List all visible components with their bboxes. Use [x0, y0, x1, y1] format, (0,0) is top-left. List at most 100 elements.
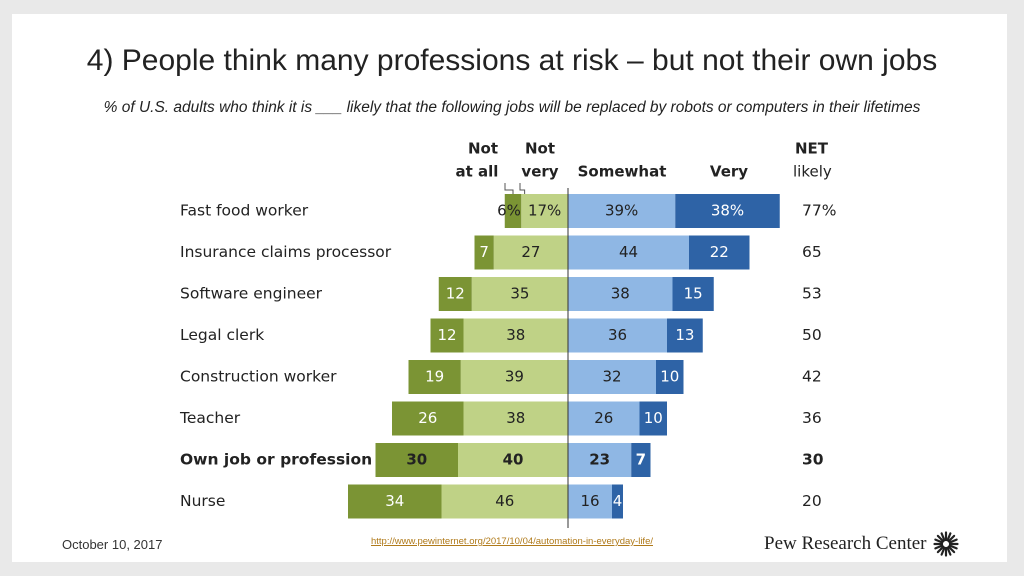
chart-rows: Fast food worker 6% 17% 39% 38% 77% Insurance … [179, 194, 836, 519]
label-very: 15 [684, 285, 703, 303]
label-somewhat: 36 [608, 326, 627, 344]
bar-not-at-all [430, 318, 464, 353]
category-label: Own job or profession [180, 451, 372, 469]
bar-very [631, 443, 651, 477]
label-very: 22 [710, 243, 729, 261]
column-headers: Not at all Not very Somewhat Very NET likely [456, 140, 832, 194]
footer-source-link[interactable]: http://www.pewinternet.org/2017/10/04/au… [371, 536, 653, 547]
label-not-at-all: 19 [425, 368, 444, 386]
footer-date: October 10, 2017 [62, 537, 163, 552]
header-not-very: Not [525, 140, 555, 158]
bar-not-very [463, 318, 568, 353]
header-very: Very [710, 163, 748, 181]
label-net-likely: 20 [802, 492, 822, 510]
label-not-very: 39 [505, 368, 524, 386]
header-net: NET [795, 140, 829, 158]
label-not-very: 38 [506, 326, 525, 344]
label-somewhat: 23 [589, 451, 610, 469]
logo-ray [945, 546, 952, 556]
bar-somewhat [568, 401, 640, 436]
label-very: 10 [644, 409, 663, 427]
chart-row: Software engineer 12 35 38 15 53 [180, 277, 822, 311]
label-somewhat: 38 [611, 285, 630, 303]
label-net-likely: 53 [802, 285, 822, 303]
label-very: 4 [613, 492, 623, 510]
label-somewhat: 32 [602, 368, 621, 386]
chart-row: Nurse 34 46 16 4 20 [180, 484, 822, 519]
bar-not-very [458, 443, 568, 477]
logo-ray [933, 544, 943, 550]
label-not-very: 40 [503, 451, 524, 469]
label-very: 7 [636, 451, 646, 469]
bar-somewhat [568, 318, 667, 353]
label-not-at-all: 12 [437, 326, 456, 344]
header-leader-not-very [519, 183, 526, 194]
label-very: 13 [675, 326, 694, 344]
label-somewhat: 39% [605, 202, 638, 220]
brand: Pew Research Center [764, 531, 959, 557]
bar-not-at-all [392, 401, 464, 436]
label-net-likely: 77% [802, 202, 836, 220]
bar-very [612, 484, 623, 519]
chart-subtitle: % of U.S. adults who think it is ___ lik… [103, 99, 921, 116]
logo-ray [939, 546, 946, 556]
label-net-likely: 50 [802, 326, 822, 344]
logo-ray [948, 538, 958, 544]
bar-not-at-all [474, 235, 494, 270]
label-very: 38% [711, 202, 744, 220]
bar-very [656, 360, 684, 394]
label-not-at-all: 26 [418, 409, 437, 427]
bar-very [689, 235, 750, 270]
bar-not-at-all [504, 194, 522, 228]
bar-very [672, 277, 714, 311]
chart-row: Legal clerk 12 38 36 13 50 [180, 318, 822, 353]
brand-name: Pew Research Center [764, 533, 927, 554]
bar-not-at-all [375, 443, 458, 477]
sunburst-logo-icon [932, 531, 959, 557]
category-label: Legal clerk [180, 326, 264, 344]
label-net-likely: 36 [802, 409, 822, 427]
bar-somewhat [568, 443, 632, 477]
label-not-very: 17% [528, 202, 561, 220]
chart-row: Fast food worker 6% 17% 39% 38% 77% [180, 194, 836, 228]
label-not-at-all: 12 [446, 285, 465, 303]
chart-row: Teacher 26 38 26 10 36 [179, 401, 822, 436]
bar-not-very [493, 235, 568, 270]
header-not-very: very [521, 163, 558, 181]
category-label: Software engineer [180, 285, 323, 303]
label-not-very: 38 [506, 409, 525, 427]
chart-row: Own job or profession 30 40 23 7 30 [180, 443, 824, 477]
label-not-at-all: 6% [497, 202, 521, 220]
category-label: Fast food worker [180, 202, 309, 220]
label-not-at-all: 30 [406, 451, 427, 469]
bar-not-very [521, 194, 568, 228]
logo-ray [947, 534, 955, 543]
bar-somewhat [568, 484, 612, 519]
bar-not-very [471, 277, 568, 311]
chart-row: Insurance claims processor 7 27 44 22 65 [180, 235, 822, 270]
logo-ray [939, 532, 946, 542]
label-net-likely: 30 [802, 451, 824, 469]
label-net-likely: 42 [802, 368, 822, 386]
bar-not-very [441, 484, 568, 519]
header-net: likely [793, 163, 832, 181]
label-very: 10 [660, 368, 679, 386]
logo-ray [945, 532, 952, 542]
bar-very [675, 194, 780, 228]
bar-somewhat [568, 360, 656, 394]
logo-ray [948, 544, 958, 550]
label-somewhat: 44 [619, 243, 638, 261]
category-label: Nurse [180, 492, 225, 510]
header-somewhat: Somewhat [578, 163, 667, 181]
bar-somewhat [568, 235, 689, 270]
label-not-very: 27 [521, 243, 540, 261]
category-label: Teacher [179, 409, 241, 427]
label-not-very: 46 [495, 492, 514, 510]
bar-not-at-all [348, 484, 442, 519]
header-not-at-all: Not [468, 140, 498, 158]
bar-not-very [463, 401, 568, 436]
bar-somewhat [568, 194, 676, 228]
header-leader-not-at-all [504, 183, 514, 194]
chart-row: Construction worker 19 39 32 10 42 [180, 360, 822, 394]
